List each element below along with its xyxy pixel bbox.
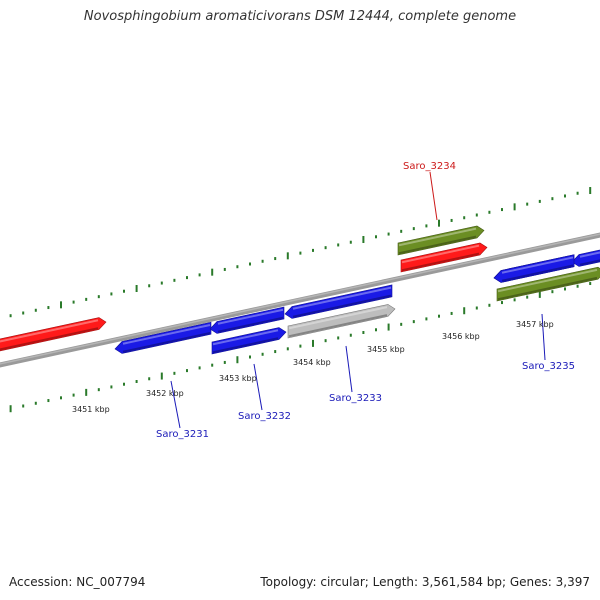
gene-shadow — [217, 316, 284, 333]
gene-label-saro3232: Saro_3232 — [238, 411, 291, 422]
gene-body — [287, 304, 396, 339]
leader-saro3235 — [541, 313, 546, 361]
gene-label-saro3231: Saro_3231 — [156, 429, 209, 440]
gene-arrow-g3 — [209, 306, 285, 334]
gene-labels: Saro_3231 Saro_3232 Saro_3233 Saro_3234 Saro… — [156, 161, 575, 440]
gene-shadow — [212, 337, 279, 354]
map-title: Novosphingobium aromaticivorans DSM 1244… — [83, 9, 517, 24]
gene-arrow-g7 — [287, 304, 396, 339]
gene-shine — [401, 244, 480, 264]
gene-shine — [292, 286, 392, 310]
leader-saro3234 — [429, 171, 438, 221]
gene-shine — [0, 319, 99, 343]
gene-shadow — [288, 314, 388, 338]
gene-shadow — [398, 235, 477, 255]
gene-shine — [288, 306, 388, 330]
gene-shadow — [579, 259, 600, 266]
kbp-label-k3454: 3454 kbp — [293, 358, 331, 367]
gene-shine — [217, 308, 284, 325]
kbp-label-k3455: 3455 kbp — [367, 345, 405, 354]
gene-shadow — [401, 252, 480, 272]
gene-shine — [497, 268, 598, 293]
accession-label: Accession: NC_007794 — [9, 575, 146, 589]
gene-label-saro3234: Saro_3234 — [403, 161, 456, 172]
gene-shine — [212, 329, 279, 346]
gene-arrow-g8 — [397, 225, 485, 256]
leader-saro3231 — [170, 380, 181, 429]
kbp-label-k3451: 3451 kbp — [72, 405, 110, 414]
gene-shadow — [0, 327, 99, 351]
gene-arrow-g5 — [211, 327, 287, 355]
gene-arrow-g4 — [284, 284, 393, 319]
kbp-label-k3457: 3457 kbp — [516, 320, 554, 329]
gene-arrow-g2 — [114, 321, 212, 354]
gene-label-saro3235: Saro_3235 — [522, 361, 575, 372]
leader-saro3233 — [345, 345, 353, 393]
gene-arrow-g11 — [493, 254, 575, 283]
kbp-label-k3456: 3456 kbp — [442, 332, 480, 341]
gene-body — [211, 327, 287, 355]
gene-arrow-g10 — [571, 249, 600, 267]
gene-shine — [501, 256, 574, 274]
gene-shine — [398, 227, 477, 247]
gene-shine — [122, 324, 211, 345]
gene-features — [0, 225, 600, 355]
kbp-label-k3453: 3453 kbp — [219, 374, 257, 383]
leader-saro3232 — [253, 363, 263, 411]
genome-backbone — [0, 232, 600, 368]
topology-summary: Topology: circular; Length: 3,561,584 bp… — [260, 575, 590, 589]
gene-body — [0, 317, 107, 352]
gene-shine — [579, 251, 600, 258]
gene-shadow — [501, 264, 574, 282]
kbp-labels: 3451 kbp 3452 kbp 3453 kbp 3454 kbp 3455 kbp… — [72, 320, 554, 414]
gene-arrow-g1 — [0, 317, 107, 352]
gene-shadow — [292, 294, 392, 318]
backbone-line — [0, 232, 600, 368]
scale-ticks — [9, 187, 592, 413]
label-leader-lines — [170, 171, 546, 429]
gene-body — [400, 242, 488, 273]
backbone-highlight — [0, 233, 600, 365]
gene-label-saro3233: Saro_3233 — [329, 393, 382, 404]
kbp-label-k3452: 3452 kbp — [146, 389, 184, 398]
gene-shadow — [497, 276, 598, 301]
gene-arrow-g9 — [400, 242, 488, 273]
gene-shadow — [122, 332, 211, 353]
gene-body — [397, 225, 485, 256]
gene-arrow-g12 — [496, 266, 600, 302]
